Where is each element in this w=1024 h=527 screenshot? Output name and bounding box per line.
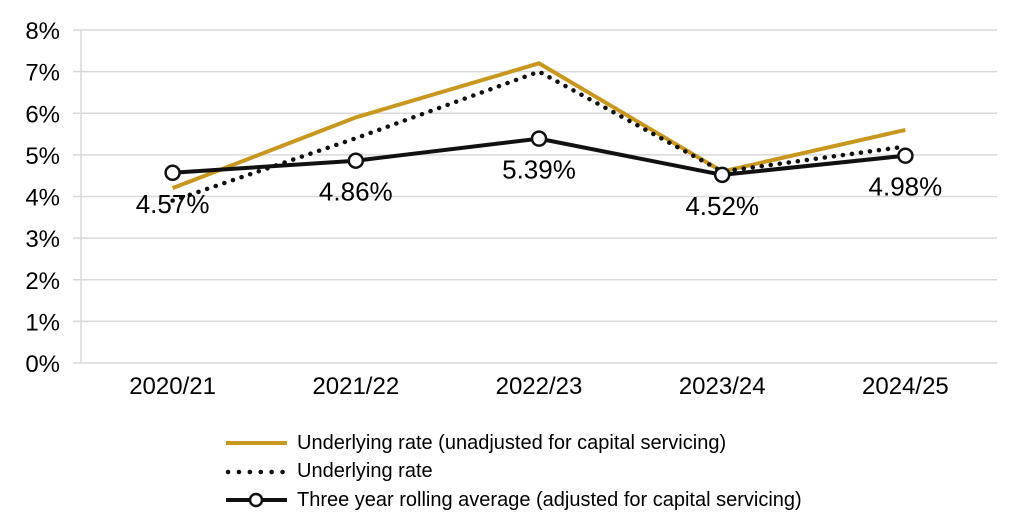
y-axis-tick-label: 6%: [25, 101, 60, 128]
legend-item-underlying: Underlying rate: [225, 460, 802, 482]
y-axis-tick-label: 3%: [25, 226, 60, 253]
y-axis-tick-label: 4%: [25, 185, 60, 212]
data-label: 4.98%: [869, 172, 943, 202]
y-axis-tick-label: 7%: [25, 60, 60, 87]
legend-label-underlying: Underlying rate: [297, 460, 433, 482]
data-point-marker: [164, 164, 181, 182]
y-axis-tick-label: 8%: [25, 18, 60, 45]
plot-area: 0% 1% 2% 3% 4% 5% 6% 7% 8% 2020/21 2021/22 2022/23 2…: [25, 18, 997, 400]
x-axis-tick-label: 2020/21: [129, 373, 216, 400]
series-line-0: [171, 61, 906, 191]
legend-label-rolling-average: Three year rolling average (adjusted for…: [297, 488, 802, 511]
data-point-marker: [347, 152, 365, 169]
legend-item-underlying-unadjusted: Underlying rate (unadjusted for capital …: [225, 431, 802, 454]
data-label: 4.86%: [319, 177, 393, 207]
y-axis-tick-label: 0%: [25, 351, 60, 378]
y-axis-tick-label: 5%: [25, 143, 60, 170]
data-label: 4.52%: [685, 191, 759, 221]
series-line-1: [170, 69, 908, 203]
legend: Underlying rate (unadjusted for capital …: [225, 431, 802, 519]
x-axis-tick-label: 2023/24: [679, 373, 766, 400]
x-axis-tick-label: 2022/23: [496, 373, 583, 400]
x-axis-tick-label: 2024/25: [862, 373, 949, 400]
data-point-marker: [530, 130, 548, 147]
legend-swatch-gold-line-icon: [226, 441, 287, 445]
legend-swatch-line-with-marker-icon: [226, 492, 287, 508]
legend-swatch-dotted-line-icon: [225, 469, 286, 474]
legend-label-underlying-unadjusted: Underlying rate (unadjusted for capital …: [297, 431, 727, 454]
data-point-marker: [897, 147, 914, 164]
data-point-marker: [713, 166, 731, 184]
legend-item-rolling-average: Three year rolling average (adjusted for…: [225, 488, 802, 511]
y-axis-tick-label: 1%: [25, 309, 60, 336]
data-label: 5.39%: [502, 155, 576, 185]
x-axis-tick-label: 2021/22: [312, 373, 399, 400]
y-axis-tick-label: 2%: [25, 268, 60, 295]
data-label: 4.57%: [136, 189, 210, 219]
